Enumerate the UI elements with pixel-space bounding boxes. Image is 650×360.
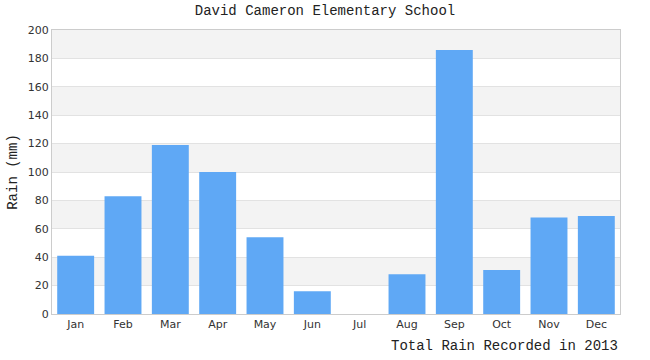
- svg-text:180: 180: [28, 52, 49, 65]
- svg-text:Feb: Feb: [113, 318, 132, 331]
- svg-text:Dec: Dec: [586, 318, 607, 331]
- svg-text:140: 140: [28, 109, 49, 122]
- svg-text:David Cameron Elementary Schoo: David Cameron Elementary School: [195, 3, 455, 19]
- svg-text:200: 200: [28, 24, 49, 37]
- svg-text:Jul: Jul: [352, 318, 366, 331]
- svg-text:Apr: Apr: [208, 318, 228, 331]
- svg-text:Mar: Mar: [160, 318, 181, 331]
- svg-text:120: 120: [28, 137, 49, 150]
- svg-text:Aug: Aug: [396, 318, 417, 331]
- svg-text:80: 80: [35, 194, 49, 207]
- svg-text:Sep: Sep: [444, 318, 465, 331]
- svg-text:Rain (mm): Rain (mm): [5, 134, 21, 210]
- svg-text:Nov: Nov: [538, 318, 560, 331]
- svg-text:160: 160: [28, 81, 49, 94]
- svg-text:20: 20: [35, 279, 49, 292]
- svg-text:40: 40: [35, 251, 49, 264]
- svg-text:May: May: [254, 318, 277, 331]
- svg-text:60: 60: [35, 223, 49, 236]
- svg-text:Jan: Jan: [66, 318, 84, 331]
- svg-text:0: 0: [42, 308, 49, 321]
- svg-text:Oct: Oct: [492, 318, 512, 331]
- svg-text:100: 100: [28, 166, 49, 179]
- svg-text:Jun: Jun: [303, 318, 321, 331]
- svg-text:Total Rain Recorded in 2013: Total Rain Recorded in 2013: [391, 338, 618, 354]
